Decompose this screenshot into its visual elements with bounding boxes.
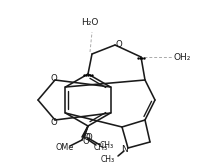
Text: O: O (86, 133, 92, 142)
Text: O: O (84, 133, 90, 142)
Text: OMe: OMe (56, 142, 74, 152)
Text: O: O (116, 40, 122, 48)
Text: O: O (51, 74, 57, 83)
Text: OH₂: OH₂ (173, 52, 191, 61)
Text: N: N (121, 146, 127, 155)
Text: CH₃: CH₃ (100, 140, 114, 150)
Text: H₂O: H₂O (81, 17, 99, 27)
Text: O: O (51, 118, 57, 126)
Text: CH₃: CH₃ (101, 155, 115, 164)
Text: CH₃: CH₃ (94, 143, 108, 153)
Text: O: O (83, 136, 89, 146)
